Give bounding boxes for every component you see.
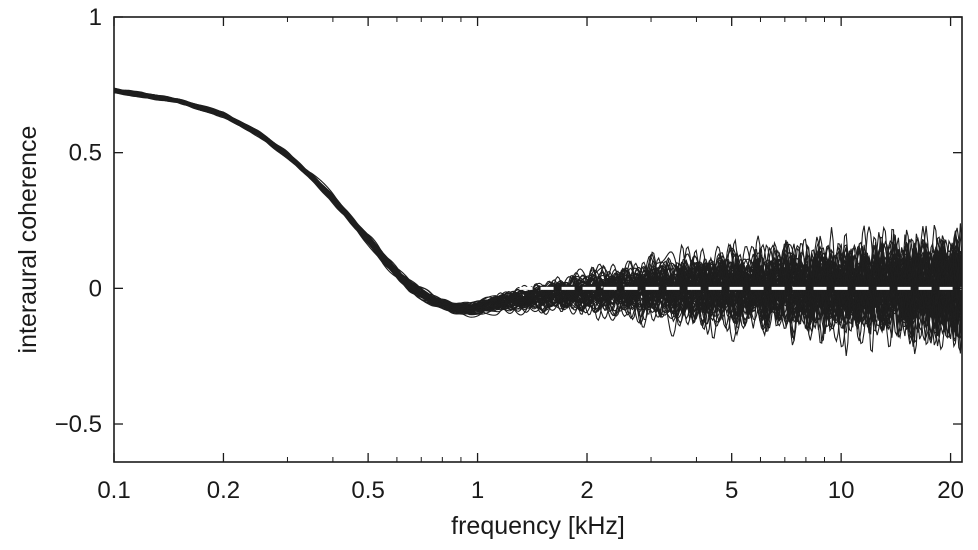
x-tick-label: 2 <box>580 477 593 504</box>
curve-bundle <box>114 87 962 357</box>
coherence-curve <box>114 89 962 334</box>
y-tick-label: 0 <box>89 275 102 302</box>
x-tick-label: 0.2 <box>207 477 240 504</box>
axis-ticks <box>113 16 962 462</box>
x-tick-label: 0.1 <box>97 477 130 504</box>
y-tick-label: 1 <box>89 4 102 31</box>
coherence-curve <box>114 90 962 335</box>
x-tick-label: 1 <box>471 477 484 504</box>
y-tick-label: 0.5 <box>69 140 102 167</box>
y-tick-labels: −0.5 0 0.5 1 <box>55 4 102 438</box>
x-tick-label: 5 <box>725 477 738 504</box>
x-tick-label: 10 <box>828 477 855 504</box>
y-tick-label: −0.5 <box>55 411 102 438</box>
plot-frame <box>113 16 963 463</box>
x-axis-label: frequency [kHz] <box>451 512 625 540</box>
x-tick-label: 0.5 <box>351 477 384 504</box>
x-tick-label: 20 <box>937 477 964 504</box>
y-axis-label: interaural coherence <box>14 126 42 354</box>
x-tick-labels: 0.1 0.2 0.5 1 2 5 10 20 <box>97 477 964 504</box>
